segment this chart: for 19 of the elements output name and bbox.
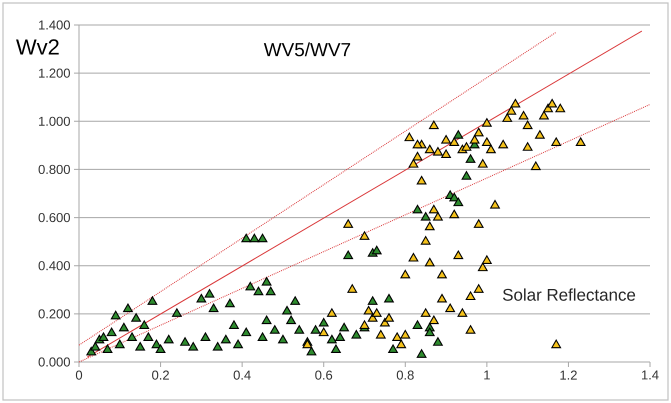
x-tick-label: 0.2 [152, 370, 169, 380]
text: WV5/WV7 [264, 42, 350, 56]
x-tick-label: 1.4 [642, 370, 659, 380]
x-tick-label: 1 [484, 370, 490, 380]
y-axis-title: Wv2 [16, 39, 59, 55]
y-tick-label: 1.400 [39, 20, 70, 30]
y-tick-label: 0.200 [38, 309, 70, 318]
y-tick-label: 0.400 [38, 261, 70, 270]
y-tick-label: 0.800 [38, 164, 70, 174]
y-tick-label: 0.000 [38, 357, 70, 367]
x-tick-label: 1.2 [560, 370, 577, 380]
y-tick-label: 0.600 [38, 212, 70, 222]
x-tick-label: 0 [76, 370, 82, 380]
x-tick-label: 0.6 [315, 370, 332, 380]
annotation: Solar Reflectance [502, 288, 636, 301]
y-tick-label: 1.200 [39, 68, 70, 78]
x-tick-label: 0.8 [396, 370, 414, 380]
y-tick-label: 1.000 [39, 116, 70, 126]
x-tick-label: 0.4 [234, 370, 251, 380]
